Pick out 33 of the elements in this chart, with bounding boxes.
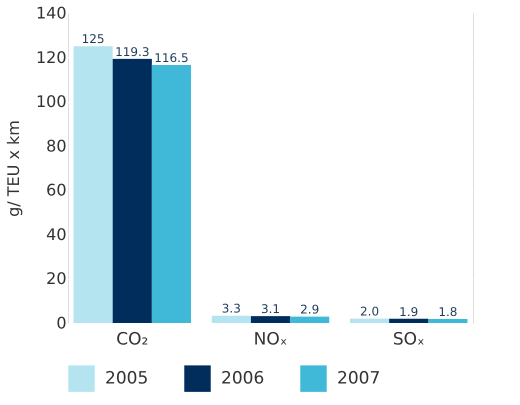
y-axis-title: g/ TEU x km <box>4 120 23 217</box>
data-label: 119.3 <box>115 44 150 59</box>
bar <box>74 46 113 323</box>
bar <box>290 316 330 323</box>
data-label: 1.8 <box>438 305 458 320</box>
data-label: 3.1 <box>260 302 280 316</box>
bar <box>152 65 192 323</box>
legend-label: 2007 <box>337 368 380 389</box>
x-tick-label: CO₂ <box>116 330 148 350</box>
bar <box>112 58 152 323</box>
bar <box>250 316 290 323</box>
data-label: 116.5 <box>154 51 189 66</box>
y-tick-label: 80 <box>46 136 66 156</box>
bar <box>212 316 251 323</box>
y-tick-label: 20 <box>46 269 66 288</box>
y-tick-label: 60 <box>46 180 66 200</box>
bar <box>389 318 428 323</box>
y-tick-label: 40 <box>46 224 66 244</box>
data-label: 2.9 <box>300 302 320 317</box>
data-label: 125 <box>82 32 105 46</box>
bar <box>428 319 468 323</box>
data-label: 2.0 <box>360 304 380 319</box>
y-tick-label: 120 <box>36 48 66 67</box>
data-label: 1.9 <box>399 304 418 319</box>
legend-label: 2006 <box>221 368 264 389</box>
y-tick-label: 0 <box>56 314 66 332</box>
data-label: 3.3 <box>222 302 241 316</box>
x-tick-label: NOₓ <box>254 330 288 350</box>
y-tick-label: 140 <box>36 4 66 22</box>
bar <box>350 318 390 323</box>
y-tick-label: 100 <box>36 92 66 112</box>
legend-label: 2005 <box>105 368 148 389</box>
x-tick-label: SOₓ <box>392 330 425 350</box>
